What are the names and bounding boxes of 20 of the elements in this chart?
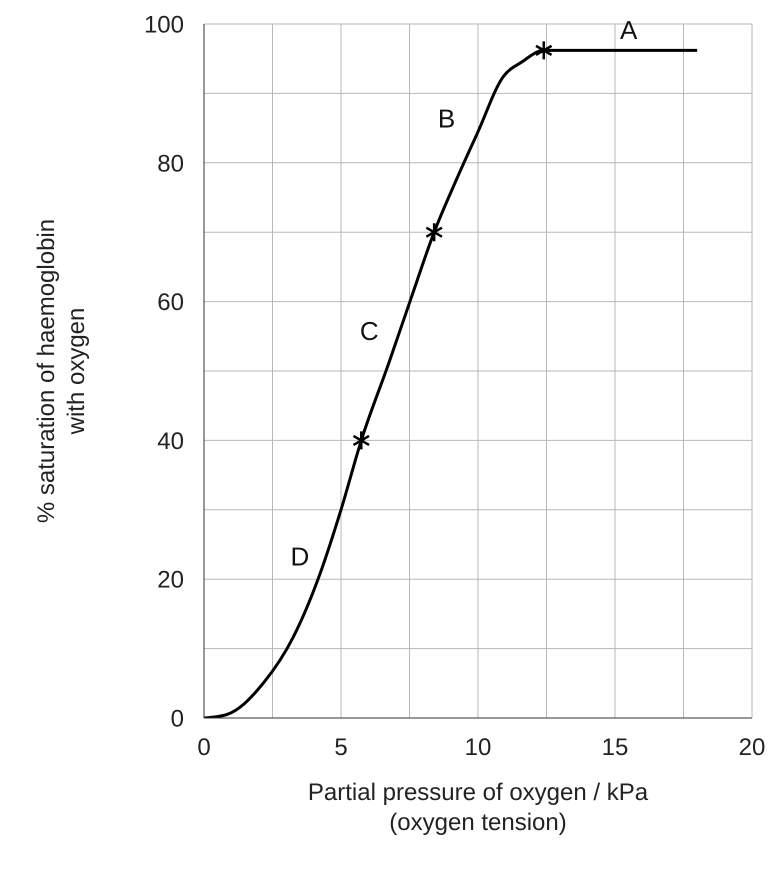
y-tick-label: 0 [170,706,184,733]
point [425,222,444,242]
y-tick-label: 100 [144,12,184,39]
x-axis-title: Partial pressure of oxygen / kPa (oxygen tension) [308,779,649,836]
point [534,40,553,61]
x-tick-label: 15 [602,734,628,762]
y-tick-label: 80 [157,150,184,178]
y-tick-label: 60 [157,289,184,316]
x-tick-label: 0 [197,734,211,762]
annotation: A [620,14,638,45]
x-tick-label: 5 [334,734,348,762]
x-tick-label: 20 [738,734,766,762]
y-axis-title: % saturation of haemoglobin with oxygen [33,218,90,524]
y-tick-label: 40 [157,428,184,455]
x-tick-label: 10 [464,734,492,762]
point [352,430,370,451]
y-tick-label: 20 [157,566,184,594]
annotation: B [438,104,456,134]
annotation: C [360,316,379,346]
annotation: D [290,542,310,572]
